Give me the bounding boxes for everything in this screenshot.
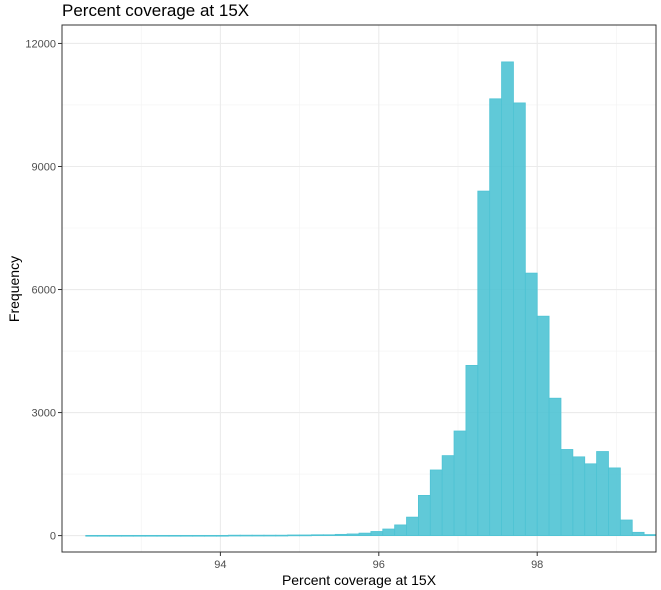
histogram-bar [97, 534, 110, 537]
histogram-bar [619, 519, 633, 536]
histogram-bar [204, 534, 217, 537]
x-axis-label: Percent coverage at 15X [281, 572, 437, 588]
histogram-bar [227, 534, 241, 537]
histogram-bar [394, 524, 407, 536]
histogram-bar [311, 534, 324, 536]
y-tick-label: 3000 [32, 408, 56, 420]
histogram-bar [334, 533, 348, 536]
histogram-bar [406, 516, 419, 536]
histogram-bar [477, 190, 491, 536]
histogram-bar [548, 397, 562, 536]
histogram-bar [608, 467, 621, 536]
y-axis-label: Frequency [6, 255, 22, 323]
histogram-bars [85, 61, 657, 537]
histogram-bar [251, 534, 265, 537]
histogram-bar [168, 534, 182, 537]
plot-border [61, 24, 657, 553]
histogram-bar [358, 532, 372, 536]
histogram-bar [631, 531, 645, 536]
histogram-bar [121, 534, 134, 537]
histogram-bar [263, 534, 277, 537]
histogram-bar [536, 315, 550, 536]
histogram-bar [513, 102, 526, 536]
x-tick-label: 96 [373, 559, 385, 571]
histogram-bar [382, 528, 396, 536]
y-tick-label: 6000 [32, 285, 56, 297]
histogram-bar [109, 534, 122, 537]
histogram-bar [239, 534, 253, 537]
histogram-bar [560, 449, 574, 536]
histogram-bar [453, 430, 467, 536]
histogram-bar [216, 534, 229, 537]
histogram-bar [370, 531, 384, 536]
histogram-bar [643, 534, 657, 536]
histogram-bar [429, 469, 443, 536]
histogram-bar [441, 455, 455, 536]
histogram-bar [275, 534, 289, 537]
histogram-bar [417, 495, 431, 536]
y-tick-label: 12000 [25, 38, 56, 50]
histogram-bar [144, 534, 158, 537]
histogram-bar [489, 98, 502, 536]
x-tick-label: 98 [531, 559, 543, 571]
y-tick-label: 0 [50, 531, 56, 543]
histogram-bar [465, 364, 479, 536]
histogram-bar [572, 456, 586, 536]
histogram-bar [524, 272, 538, 536]
histogram-bar [132, 534, 146, 537]
x-tick-label: 94 [214, 559, 226, 571]
chart-title: Percent coverage at 15X [62, 1, 250, 20]
histogram-bar [287, 534, 301, 537]
histogram-bar [156, 534, 170, 537]
histogram-bar [596, 451, 609, 536]
axis-ticks: 94 96 98 0 3000 6000 9000 12000 [25, 38, 543, 571]
histogram-bar [299, 534, 312, 537]
y-tick-label: 9000 [32, 161, 56, 173]
histogram-bar [501, 61, 514, 536]
histogram-bar [584, 463, 597, 536]
histogram-bar [180, 534, 194, 537]
histogram-bar [346, 533, 360, 536]
histogram-bar [322, 534, 336, 536]
histogram-bar [192, 534, 205, 537]
histogram-bar [85, 534, 99, 537]
